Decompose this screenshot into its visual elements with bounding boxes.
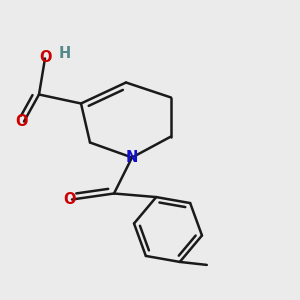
Text: O: O: [39, 50, 51, 64]
Text: N: N: [126, 150, 138, 165]
Text: O: O: [15, 114, 27, 129]
Text: O: O: [63, 192, 75, 207]
Text: H: H: [58, 46, 70, 62]
